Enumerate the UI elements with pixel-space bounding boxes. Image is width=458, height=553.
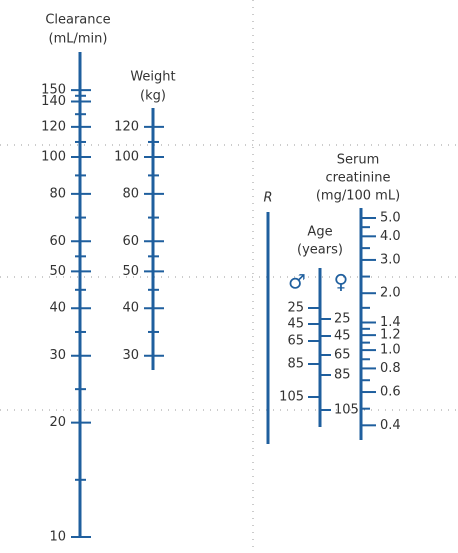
tick-label: 50 xyxy=(49,264,66,279)
tick-label: 10 xyxy=(49,530,66,545)
tick-label: 2.0 xyxy=(380,286,401,301)
tick-label: 1.2 xyxy=(380,328,401,343)
tick-label: 40 xyxy=(122,301,139,316)
tick-label: 0.8 xyxy=(380,361,401,376)
scale-title: (mL/min) xyxy=(49,32,108,47)
tick-label: 150 xyxy=(41,83,66,98)
tick-label: 85 xyxy=(287,357,304,372)
tick-label: 100 xyxy=(41,150,66,165)
tick-label: 105 xyxy=(334,403,359,418)
tick-label: 45 xyxy=(287,317,304,332)
tick-label: 30 xyxy=(122,348,139,363)
scale-title: Age xyxy=(307,225,332,240)
tick-label: 20 xyxy=(49,415,66,430)
tick-label: 60 xyxy=(49,234,66,249)
scale-title: (kg) xyxy=(140,89,166,104)
male-symbol: ♂ xyxy=(288,270,306,294)
tick-label: 105 xyxy=(279,390,304,405)
tick-label: 30 xyxy=(49,348,66,363)
tick-label: 40 xyxy=(49,301,66,316)
tick-label: 120 xyxy=(114,119,139,134)
female-symbol: ♀ xyxy=(334,270,349,294)
tick-label: 80 xyxy=(49,186,66,201)
scale-title: (years) xyxy=(297,243,343,258)
tick-label: 45 xyxy=(334,329,351,344)
tick-label: 65 xyxy=(334,348,351,363)
scale-title: Serum xyxy=(337,153,380,168)
tick-label: 25 xyxy=(334,312,351,327)
tick-label: 0.6 xyxy=(380,385,401,400)
tick-label: 50 xyxy=(122,264,139,279)
scale-title: Weight xyxy=(130,70,175,85)
scale-title: creatinine xyxy=(326,171,391,186)
tick-label: 120 xyxy=(41,119,66,134)
tick-label: 4.0 xyxy=(380,229,401,244)
tick-label: 100 xyxy=(114,150,139,165)
tick-label: 85 xyxy=(334,368,351,383)
scale-title: (mg/100 mL) xyxy=(316,189,400,204)
tick-label: 80 xyxy=(122,186,139,201)
tick-label: 25 xyxy=(287,301,304,316)
tick-label: 3.0 xyxy=(380,252,401,267)
tick-label: 60 xyxy=(122,234,139,249)
tick-label: 65 xyxy=(287,334,304,349)
scale-title: R xyxy=(263,191,272,206)
tick-label: 0.4 xyxy=(380,418,401,433)
tick-label: 140 xyxy=(41,94,66,109)
tick-label: 5.0 xyxy=(380,211,401,226)
tick-label: 1.4 xyxy=(380,315,401,330)
scale-title: Clearance xyxy=(45,13,110,28)
tick-label: 1.0 xyxy=(380,343,401,358)
